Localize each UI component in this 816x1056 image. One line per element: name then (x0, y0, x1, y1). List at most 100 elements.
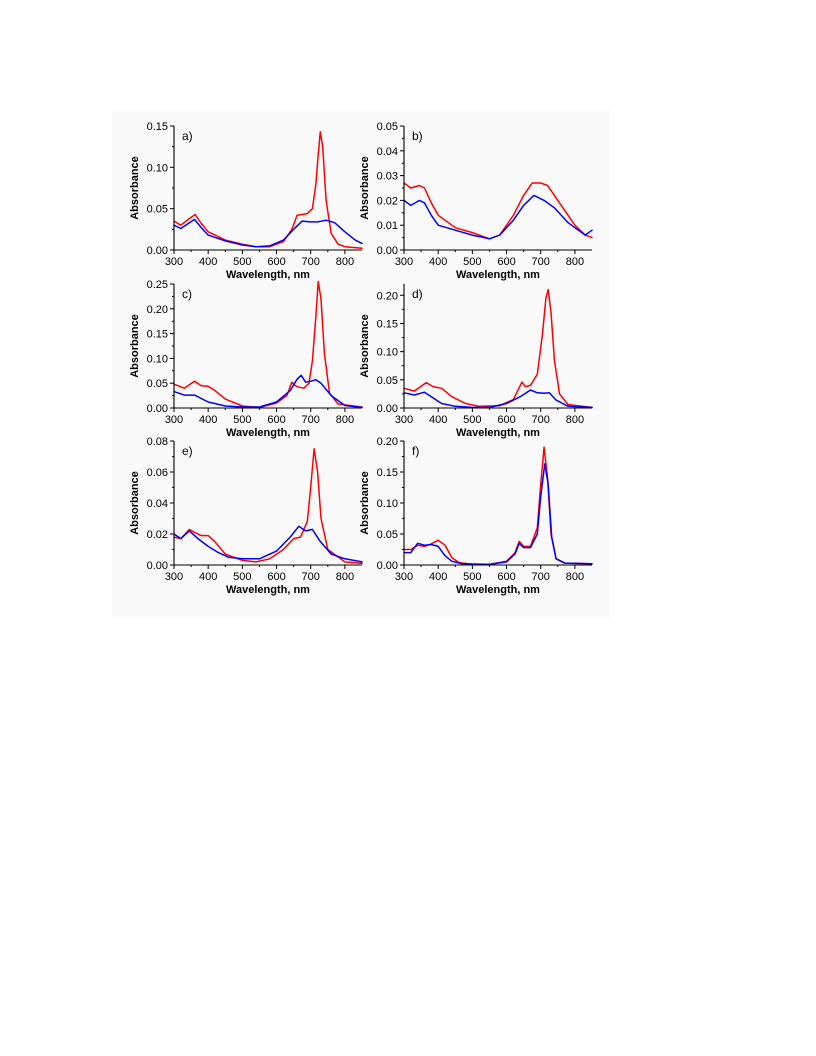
x-tick-label: 700 (532, 256, 550, 268)
y-tick-label: 0.02 (377, 195, 398, 207)
x-tick-label: 700 (532, 414, 550, 426)
series-line-blue (403, 194, 593, 240)
x-tick-label: 700 (302, 414, 320, 426)
panel-label: b) (412, 129, 423, 143)
series-line-red (403, 182, 593, 240)
x-tick-label: 600 (497, 414, 515, 426)
y-tick-label: 0.02 (147, 529, 168, 541)
series-line-blue (173, 525, 363, 563)
y-tick-label: 0.05 (377, 529, 398, 541)
y-tick-label: 0.10 (377, 347, 398, 359)
x-tick-label: 500 (463, 414, 481, 426)
panel-label: c) (182, 287, 192, 301)
figure: 300 400 500 600 700 800 0.00 0.05 0.10 0.15 Wavele… (129, 121, 593, 596)
x-tick-label: 500 (463, 571, 481, 583)
x-tick-label: 400 (199, 571, 217, 583)
x-tick-label: 600 (267, 256, 285, 268)
y-tick-label: 0.08 (147, 436, 168, 448)
y-tick-label: 0.01 (377, 220, 398, 232)
x-tick-label: 800 (566, 571, 584, 583)
x-tick-label: 500 (233, 256, 251, 268)
x-tick-label: 500 (233, 414, 251, 426)
x-tick-label: 500 (233, 571, 251, 583)
series-line-blue (173, 218, 363, 248)
y-tick-label: 0.00 (377, 403, 398, 415)
panel-label: d) (412, 287, 423, 301)
y-tick-label: 0.00 (147, 560, 168, 572)
x-tick-label: 600 (267, 571, 285, 583)
y-tick-label: 0.00 (377, 560, 398, 572)
series-line-blue (403, 389, 593, 409)
x-tick-label: 400 (429, 414, 447, 426)
x-tick-label: 400 (429, 571, 447, 583)
x-tick-label: 600 (267, 414, 285, 426)
y-tick-label: 0.10 (147, 162, 168, 174)
y-tick-label: 0.20 (147, 304, 168, 316)
x-tick-label: 800 (566, 256, 584, 268)
x-tick-label: 300 (395, 571, 413, 583)
figure-panel: 300 400 500 600 700 800 0.00 0.05 0.10 0.15 Wavele… (112, 110, 610, 618)
x-axis-title: Wavelength, nm (456, 584, 540, 596)
y-tick-label: 0.10 (147, 353, 168, 365)
y-tick-label: 0.10 (377, 498, 398, 510)
x-tick-label: 800 (336, 414, 354, 426)
x-tick-label: 500 (463, 256, 481, 268)
chart-panel: 300 400 500 600 700 800 0.00 0.05 0.10 0.15 0.20 0.… (129, 279, 363, 439)
y-axis-title: Absorbance (359, 471, 371, 535)
series-line-blue (403, 463, 593, 566)
x-axis-title: Wavelength, nm (456, 427, 540, 439)
y-tick-label: 0.05 (147, 378, 168, 390)
y-tick-label: 0.15 (377, 318, 398, 330)
x-tick-label: 700 (302, 571, 320, 583)
x-tick-label: 400 (199, 414, 217, 426)
y-tick-label: 0.03 (377, 171, 398, 183)
x-tick-label: 300 (395, 256, 413, 268)
y-tick-label: 0.05 (377, 121, 398, 133)
y-tick-label: 0.04 (147, 498, 168, 510)
x-tick-label: 800 (336, 256, 354, 268)
series-line-red (173, 131, 363, 250)
y-tick-label: 0.06 (147, 467, 168, 479)
y-axis-title: Absorbance (129, 314, 141, 378)
series-line-red (403, 446, 593, 566)
x-axis-title: Wavelength, nm (226, 427, 310, 439)
chart-panel: 300 400 500 600 700 800 0.00 0.01 0.02 0.03 0.04 0.… (359, 121, 593, 281)
y-axis-title: Absorbance (359, 156, 371, 220)
x-tick-label: 600 (497, 256, 515, 268)
x-tick-label: 800 (336, 571, 354, 583)
x-tick-label: 600 (497, 571, 515, 583)
panel-label: a) (182, 129, 193, 143)
y-axis-title: Absorbance (129, 471, 141, 535)
y-tick-label: 0.05 (377, 375, 398, 387)
x-tick-label: 300 (165, 414, 183, 426)
y-tick-label: 0.15 (147, 329, 168, 341)
x-axis-title: Wavelength, nm (226, 269, 310, 281)
y-tick-label: 0.20 (377, 436, 398, 448)
y-tick-label: 0.20 (377, 290, 398, 302)
series-line-red (403, 288, 593, 409)
panel-label: f) (412, 444, 419, 458)
y-tick-label: 0.00 (147, 245, 168, 257)
panel-label: e) (182, 444, 193, 458)
x-tick-label: 300 (165, 256, 183, 268)
chart-panel: 300 400 500 600 700 800 0.00 0.05 0.10 0.15 0.20 Wa… (359, 284, 593, 439)
chart-panel: 300 400 500 600 700 800 0.00 0.05 0.10 0.15 0.20 Wa… (359, 436, 593, 596)
x-tick-label: 700 (302, 256, 320, 268)
x-tick-label: 800 (566, 414, 584, 426)
y-tick-label: 0.05 (147, 204, 168, 216)
y-axis-title: Absorbance (359, 314, 371, 378)
series-line-red (173, 280, 363, 409)
chart-panel: 300 400 500 600 700 800 0.00 0.05 0.10 0.15 Wavele… (129, 121, 363, 281)
x-axis-title: Wavelength, nm (456, 269, 540, 281)
x-tick-label: 300 (395, 414, 413, 426)
series-line-blue (173, 374, 363, 409)
y-tick-label: 0.00 (377, 245, 398, 257)
chart-panel: 300 400 500 600 700 800 0.00 0.02 0.04 0.06 0.08 Wa… (129, 436, 363, 596)
y-tick-label: 0.15 (147, 121, 168, 133)
y-tick-label: 0.04 (377, 146, 398, 158)
y-tick-label: 0.00 (147, 403, 168, 415)
x-axis-title: Wavelength, nm (226, 584, 310, 596)
series-line-red (173, 448, 363, 565)
x-tick-label: 300 (165, 571, 183, 583)
y-tick-label: 0.15 (377, 467, 398, 479)
